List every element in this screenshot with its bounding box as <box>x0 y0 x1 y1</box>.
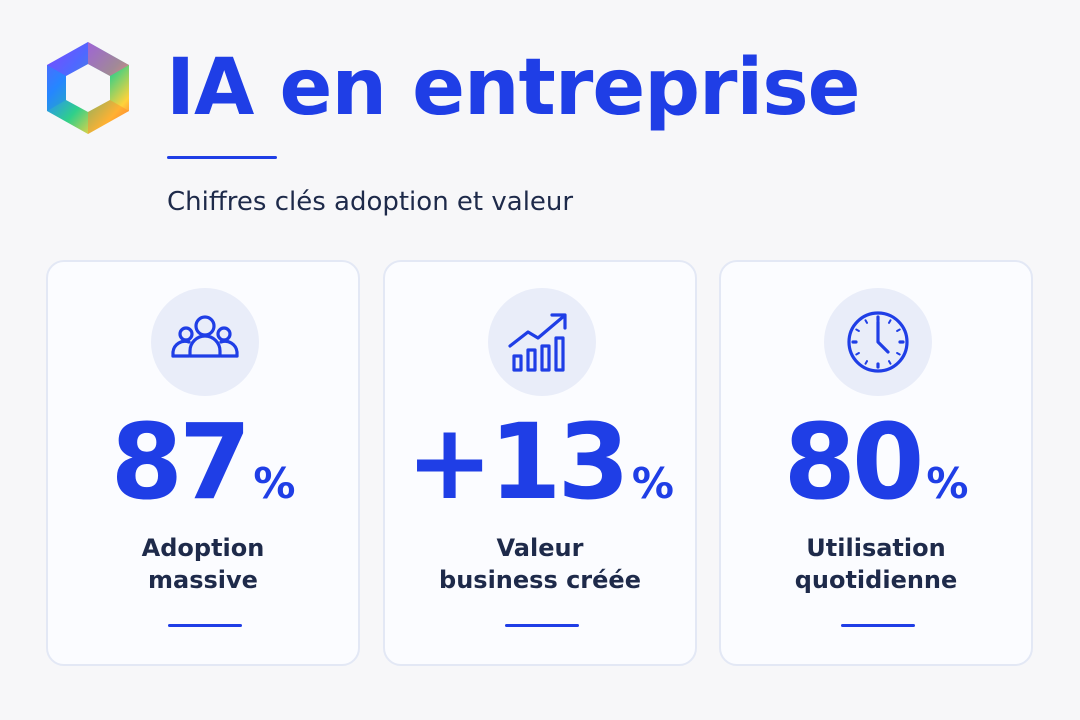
stat-unit: % <box>631 459 674 508</box>
stat-label-line: massive <box>148 566 258 594</box>
icon-circle <box>824 288 932 396</box>
stat-label-line: quotidienne <box>794 566 958 594</box>
card-underline <box>168 624 242 627</box>
logo-hexagon <box>44 40 132 136</box>
stat-label-line: Adoption <box>141 534 265 562</box>
stat-value-row: +13% <box>385 402 695 553</box>
icon-circle <box>488 288 596 396</box>
stat-label: Utilisation quotidienne <box>721 532 1031 596</box>
bar-chart-trend-icon <box>508 313 567 372</box>
stat-label: Valeur business créée <box>385 532 695 596</box>
stat-value: +13 <box>406 401 630 523</box>
card-underline <box>841 624 915 627</box>
stat-value: 87 <box>110 401 252 523</box>
stat-label: Adoption massive <box>48 532 358 596</box>
stat-value-row: 87% <box>48 402 358 553</box>
stat-card-value: +13% Valeur business créée <box>383 260 697 666</box>
stat-label-line: Valeur <box>496 534 584 562</box>
stat-label-line: Utilisation <box>806 534 946 562</box>
icon-circle <box>151 288 259 396</box>
stat-card-adoption: 87% Adoption massive <box>46 260 360 666</box>
stat-unit: % <box>253 459 296 508</box>
title-underline <box>167 156 277 159</box>
stat-unit: % <box>926 459 969 508</box>
stat-value: 80 <box>783 401 925 523</box>
stat-label-line: business créée <box>439 566 641 594</box>
page-title: IA en entreprise <box>166 43 861 133</box>
clock-icon <box>847 311 909 373</box>
people-group-icon <box>171 315 239 358</box>
stat-card-usage: 80% Utilisation quotidienne <box>719 260 1033 666</box>
card-underline <box>505 624 579 627</box>
page-subtitle: Chiffres clés adoption et valeur <box>167 187 574 217</box>
stat-value-row: 80% <box>721 402 1031 553</box>
